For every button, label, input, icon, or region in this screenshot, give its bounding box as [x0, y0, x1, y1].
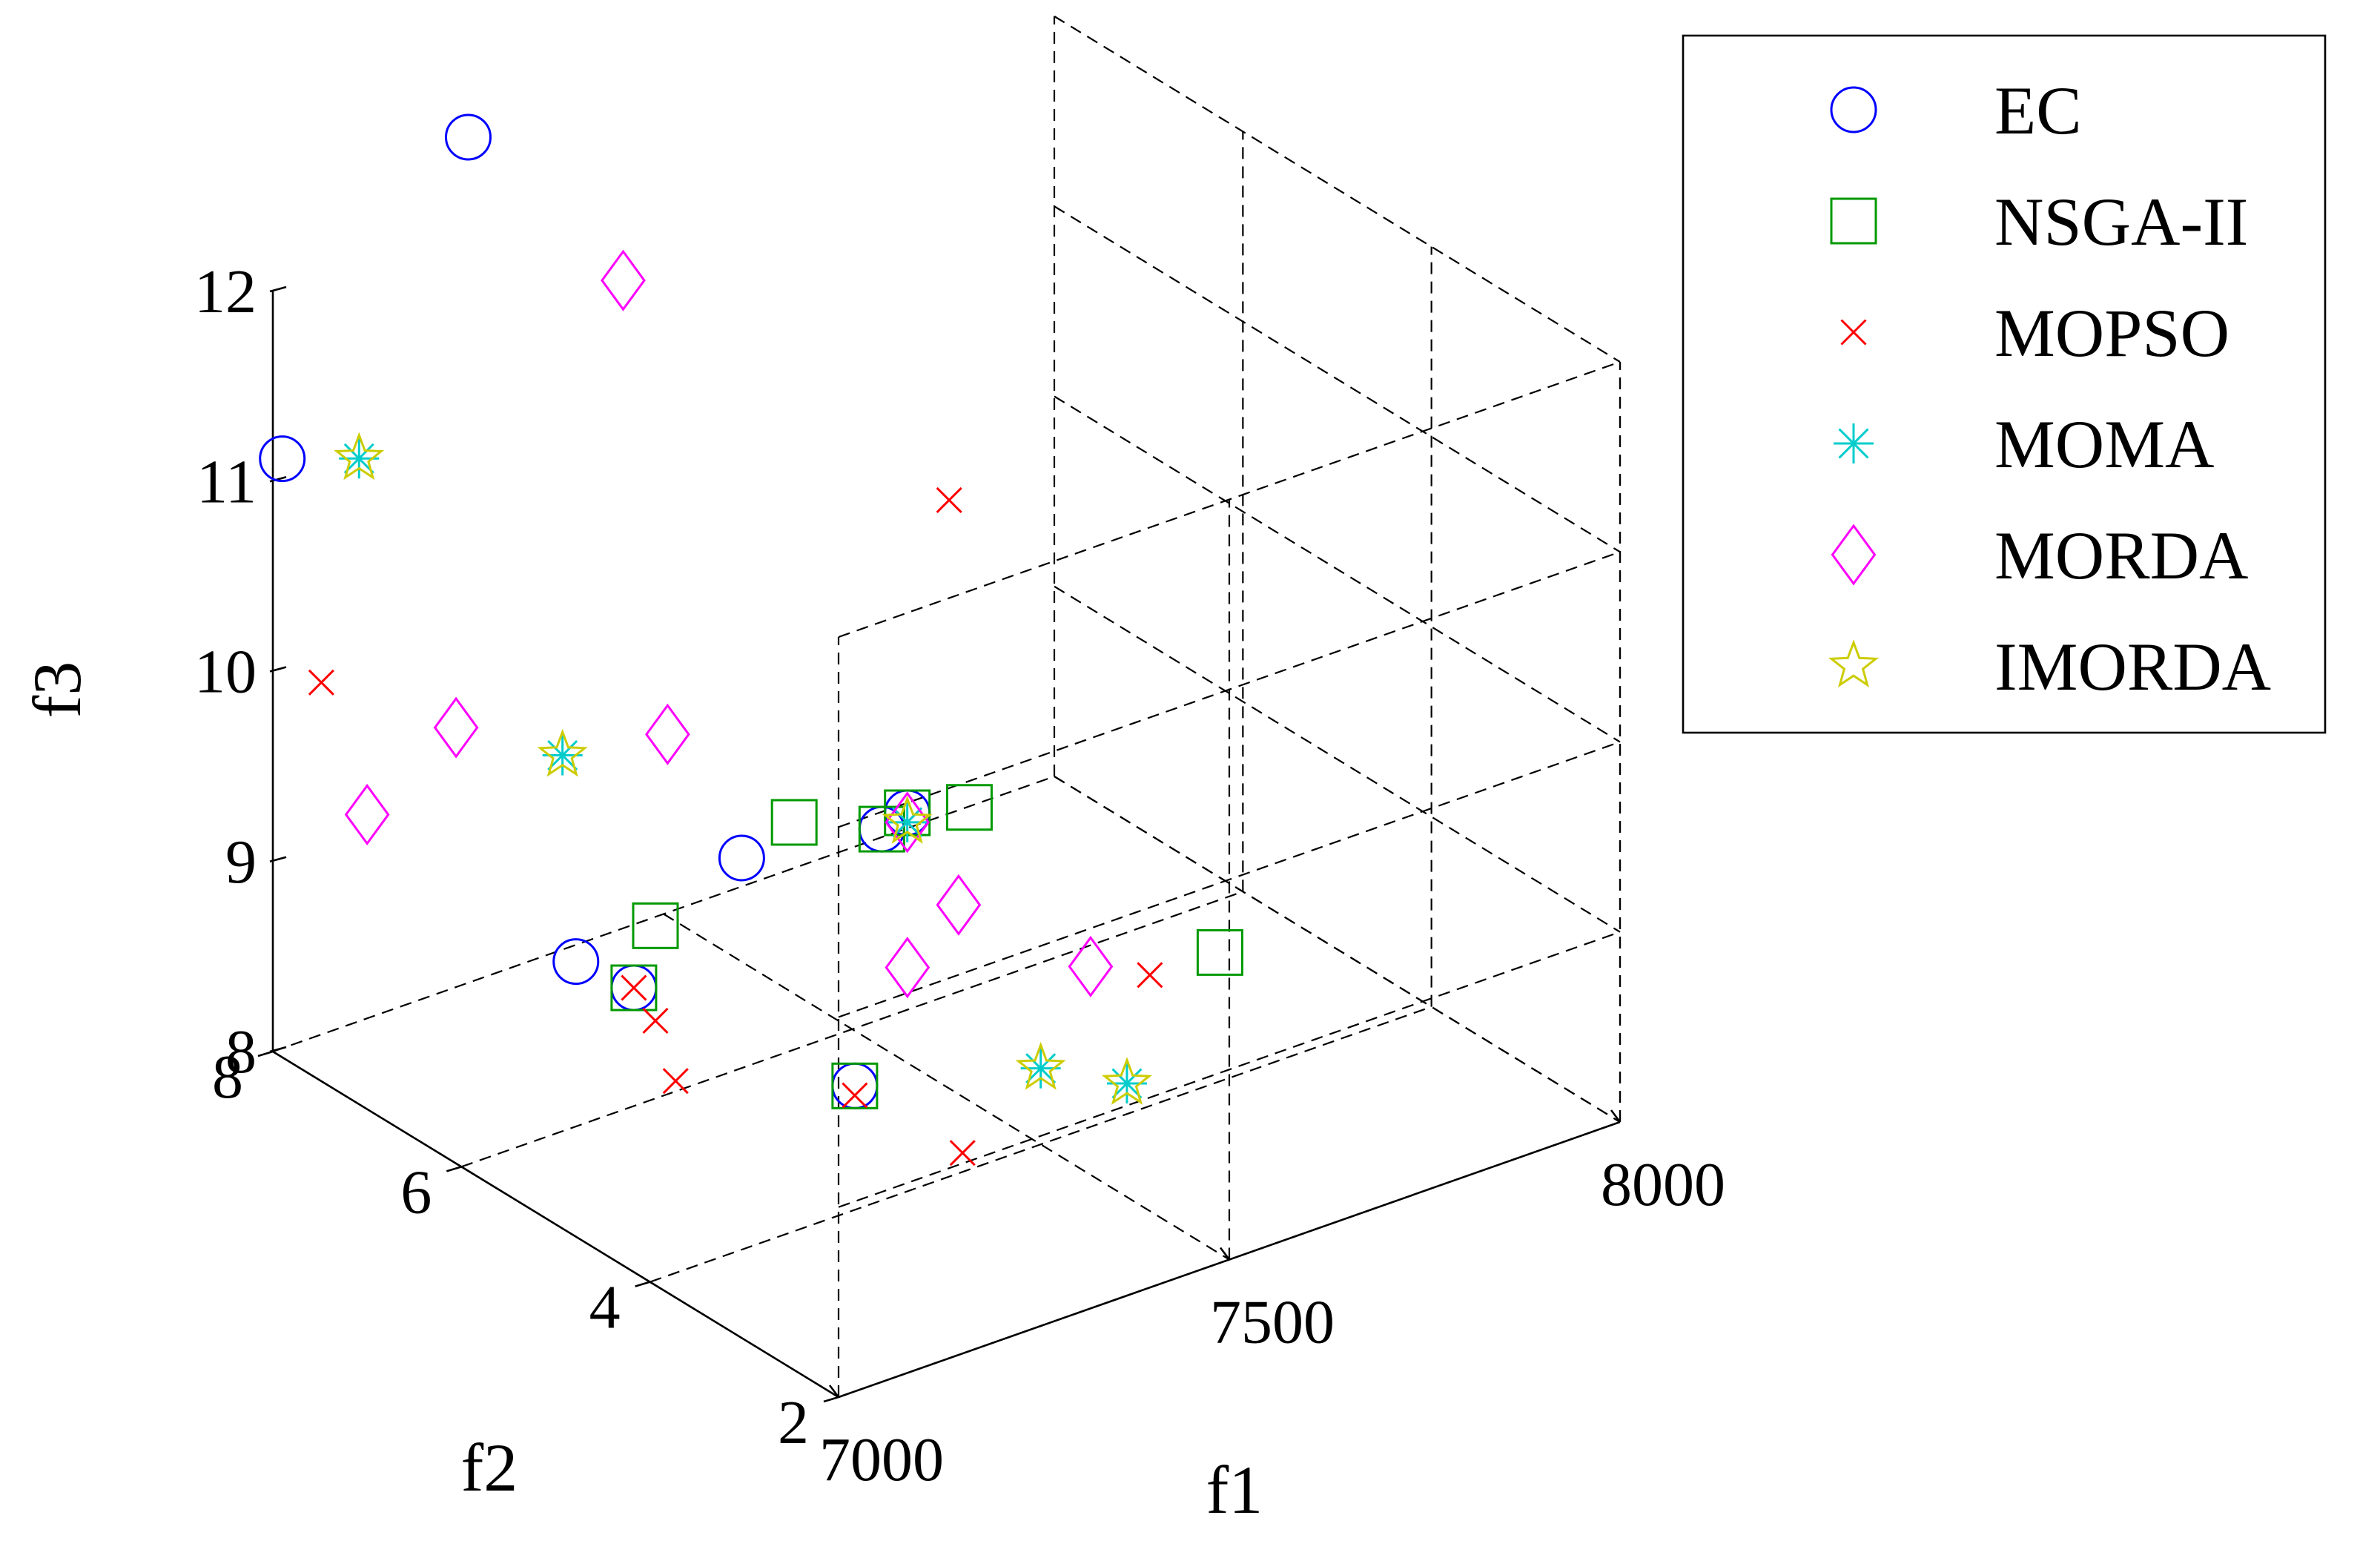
legend-marker [1828, 639, 1880, 687]
data-point [858, 805, 905, 853]
data-point [662, 1068, 689, 1095]
data-point [882, 796, 933, 844]
grid-line [838, 741, 1621, 1018]
y-tick-mark [823, 1396, 839, 1403]
y-tick-label: 6 [400, 1158, 432, 1227]
data-markers [259, 113, 1243, 1167]
data-point [610, 964, 658, 1012]
data-point [1101, 1057, 1152, 1105]
data-point [936, 486, 962, 513]
grid-line [1054, 205, 1621, 553]
data-point [259, 435, 306, 483]
series-mopso [308, 486, 1163, 1167]
tick-labels: 8 9 10 11 12 2 4 6 8 7000 7500 8000 [194, 257, 1725, 1494]
y-axis-line [272, 1050, 839, 1399]
data-point [770, 799, 818, 846]
y-tick-label: 4 [589, 1273, 621, 1342]
z-tick-label: 10 [194, 638, 257, 707]
data-point [842, 1082, 868, 1109]
data-point [621, 974, 647, 1001]
y-axis-label: f2 [461, 1430, 518, 1505]
x-tick-mark [1610, 1109, 1622, 1123]
data-point [601, 249, 646, 311]
data-point [334, 432, 385, 481]
data-point [642, 1007, 669, 1035]
x-tick-mark [828, 1385, 840, 1398]
axes [257, 286, 1622, 1403]
grid-line [1054, 585, 1621, 933]
legend-marker [1830, 86, 1877, 133]
legend-marker [1834, 423, 1874, 463]
data-point [433, 696, 479, 759]
series-morda [344, 249, 1114, 999]
data-point [1068, 935, 1114, 997]
x-tick-mark [1219, 1247, 1231, 1261]
legend-marker [1840, 319, 1867, 346]
data-point [632, 902, 679, 949]
legend-label: EC [1994, 73, 2082, 148]
data-point [308, 669, 334, 696]
data-point [1137, 962, 1163, 989]
legend-label: MOPSO [1994, 295, 2229, 371]
data-point [831, 1062, 879, 1109]
z-tick-mark [269, 666, 287, 673]
legend-label: MORDA [1994, 518, 2248, 593]
data-point [1015, 1041, 1066, 1090]
grid-line [838, 551, 1621, 828]
x-tick-label: 7500 [1210, 1288, 1335, 1357]
z-tick-mark [269, 475, 287, 483]
z-tick-label: 9 [225, 828, 257, 897]
legend: EC NSGA-II MOPSO MOMA MORDA IMORDA [1682, 34, 2327, 734]
data-point [344, 783, 390, 846]
data-point [718, 834, 765, 882]
y-tick-mark [635, 1281, 651, 1287]
x-axis-label: f1 [1206, 1452, 1263, 1528]
data-point [1196, 928, 1243, 976]
grid-line [1054, 776, 1621, 1123]
grid-line [460, 891, 1243, 1168]
data-point [885, 937, 930, 999]
data-point [945, 784, 993, 831]
y-tick-mark [257, 1050, 274, 1057]
grid-line [649, 1006, 1432, 1283]
legend-box [1682, 34, 2327, 734]
data-point [537, 728, 588, 777]
grid-line [272, 775, 1055, 1053]
legend-label: MOMA [1994, 406, 2214, 482]
legend-label: IMORDA [1994, 629, 2271, 704]
z-tick-label: 11 [196, 447, 257, 516]
z-axis-label: f3 [19, 661, 95, 719]
z-tick-label: 12 [194, 257, 257, 326]
series-ec [259, 113, 931, 1109]
data-point [936, 874, 982, 936]
data-point [949, 1140, 976, 1167]
grid-lines [272, 16, 1622, 1399]
x-tick-label: 8000 [1601, 1150, 1725, 1219]
axis-labels: f1 f2 f3 [19, 661, 1263, 1528]
grid-line [838, 360, 1621, 638]
data-point [552, 938, 600, 986]
grid-line [663, 913, 1230, 1261]
legend-label: NSGA-II [1994, 184, 2248, 260]
series-moma [339, 438, 1147, 1103]
x-tick-label: 7000 [819, 1425, 944, 1494]
data-point [885, 791, 930, 854]
y-tick-label: 8 [212, 1043, 243, 1112]
data-point [445, 113, 492, 161]
z-tick-mark [269, 856, 287, 863]
y-tick-label: 2 [778, 1388, 809, 1457]
grid-line [1054, 16, 1621, 363]
grid-line [1054, 395, 1621, 743]
grid-line [838, 931, 1621, 1208]
legend-marker [1830, 197, 1877, 245]
series-imorda [334, 432, 1152, 1105]
legend-marker [1831, 524, 1877, 586]
y-tick-mark [446, 1166, 462, 1172]
data-point [645, 703, 690, 765]
data-point [1020, 1048, 1061, 1089]
z-tick-label: 8 [225, 1017, 257, 1086]
series-nsga-ii [610, 784, 1243, 1109]
z-tick-mark [269, 286, 287, 293]
